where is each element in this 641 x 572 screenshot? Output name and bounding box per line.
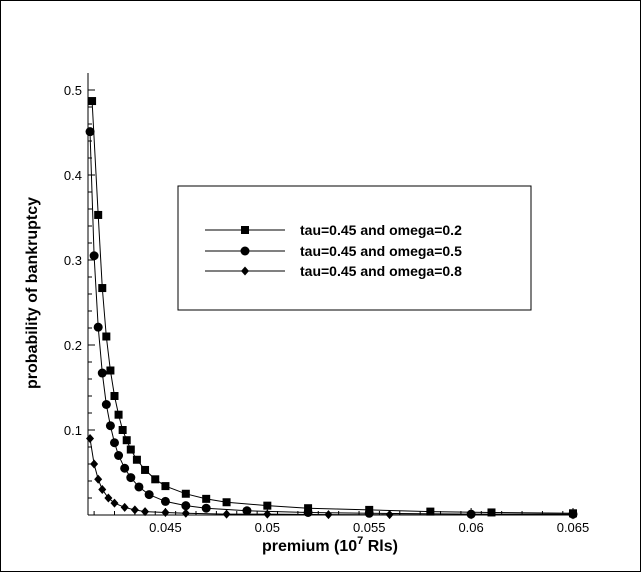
data-point-circle xyxy=(101,400,111,409)
y-axis-title: probability of bankruptcy xyxy=(24,197,41,389)
data-point-square xyxy=(487,508,496,517)
data-point-diamond xyxy=(263,509,272,519)
data-point-circle xyxy=(126,473,136,483)
x-axis-title-superscript: 7 xyxy=(357,535,363,547)
x-tick-label: 0.055 xyxy=(353,520,386,535)
y-tick-label: 0.5 xyxy=(64,83,82,98)
data-point-diamond xyxy=(385,510,394,520)
data-point-circle xyxy=(144,490,154,500)
data-point-circle xyxy=(134,482,144,492)
legend-label: tau=0.45 and omega=0.8 xyxy=(300,263,462,279)
x-tick-label: 0.05 xyxy=(255,520,280,535)
data-point-diamond xyxy=(324,510,333,520)
data-point-circle xyxy=(201,503,211,513)
x-axis-title-tail: Rls) xyxy=(363,538,398,555)
data-point-circle xyxy=(160,496,170,506)
series-line xyxy=(89,131,573,515)
data-point-square xyxy=(151,475,160,484)
data-point-circle xyxy=(93,322,103,332)
x-tick-label: 0.065 xyxy=(557,520,590,535)
data-point-circle xyxy=(242,506,252,516)
legend-label: tau=0.45 and omega=0.5 xyxy=(300,243,462,259)
data-point-circle xyxy=(114,451,124,460)
data-point-diamond xyxy=(120,502,129,512)
data-point-diamond xyxy=(90,459,99,469)
legend-entry-2: tau=0.45 and omega=0.5 xyxy=(205,243,462,259)
data-point-square xyxy=(161,482,170,491)
data-point-circle xyxy=(97,368,107,378)
data-point-square xyxy=(118,426,127,434)
data-point-square xyxy=(426,507,435,516)
data-point-diamond xyxy=(569,510,577,520)
x-tick-label: 0.06 xyxy=(458,520,483,535)
data-point-diamond xyxy=(94,474,103,484)
data-point-square xyxy=(126,445,135,454)
data-point-diamond xyxy=(161,507,170,517)
x-tick-label: 0.045 xyxy=(149,520,182,535)
data-point-square xyxy=(98,284,107,293)
data-point-diamond xyxy=(467,510,476,520)
data-point-square xyxy=(88,97,97,106)
data-point-square xyxy=(114,410,123,419)
data-point-circle xyxy=(105,421,115,431)
legend-entry-1: tau=0.45 and omega=0.2 xyxy=(205,222,462,238)
y-tick-label: 0.4 xyxy=(64,168,82,183)
data-point-square xyxy=(94,210,103,219)
data-point-square xyxy=(102,332,111,341)
data-point-diamond xyxy=(110,498,119,508)
data-point-circle xyxy=(303,507,313,517)
data-point-square xyxy=(263,501,272,510)
data-point-square xyxy=(132,455,141,464)
y-tick-label: 0.3 xyxy=(64,253,82,268)
data-point-diamond xyxy=(86,434,95,443)
data-point-circle xyxy=(109,438,119,448)
data-point-diamond xyxy=(98,485,107,494)
data-point-circle xyxy=(120,463,130,473)
legend-marker-diamond xyxy=(241,266,249,276)
series-2 xyxy=(85,127,578,519)
x-axis-title: premium (107 Rls) xyxy=(262,535,398,555)
data-point-square xyxy=(106,366,115,375)
data-point-diamond xyxy=(104,493,113,503)
data-point-circle xyxy=(85,127,95,137)
data-point-square xyxy=(181,489,190,498)
data-point-square xyxy=(141,465,150,474)
data-point-circle xyxy=(89,251,99,261)
y-tick-label: 0.1 xyxy=(64,423,82,438)
tick-group: 0.045 0.05 0.055 0.06 0.065 0.1 0.2 0.3 0.4 0.5 xyxy=(64,83,589,535)
data-point-diamond xyxy=(141,507,150,517)
x-axis-title-main: premium (10 xyxy=(262,538,357,555)
data-point-square xyxy=(222,498,231,507)
data-point-square xyxy=(202,494,211,503)
data-point-diamond xyxy=(222,509,231,519)
series-group xyxy=(85,97,578,520)
legend-box xyxy=(177,185,532,311)
data-point-diamond xyxy=(181,508,190,518)
y-tick-label: 0.2 xyxy=(64,338,82,353)
legend-marker-circle xyxy=(240,246,250,256)
data-point-square xyxy=(110,392,119,400)
data-point-square xyxy=(122,436,131,445)
legend: tau=0.45 and omega=0.2 tau=0.45 and omega… xyxy=(177,185,532,311)
legend-marker-square xyxy=(241,226,249,234)
data-point-circle xyxy=(181,501,191,511)
legend-entry-3: tau=0.45 and omega=0.8 xyxy=(205,263,462,279)
data-point-circle xyxy=(364,508,374,518)
legend-label: tau=0.45 and omega=0.2 xyxy=(300,222,462,238)
series-3 xyxy=(86,434,577,520)
data-point-diamond xyxy=(130,505,139,515)
